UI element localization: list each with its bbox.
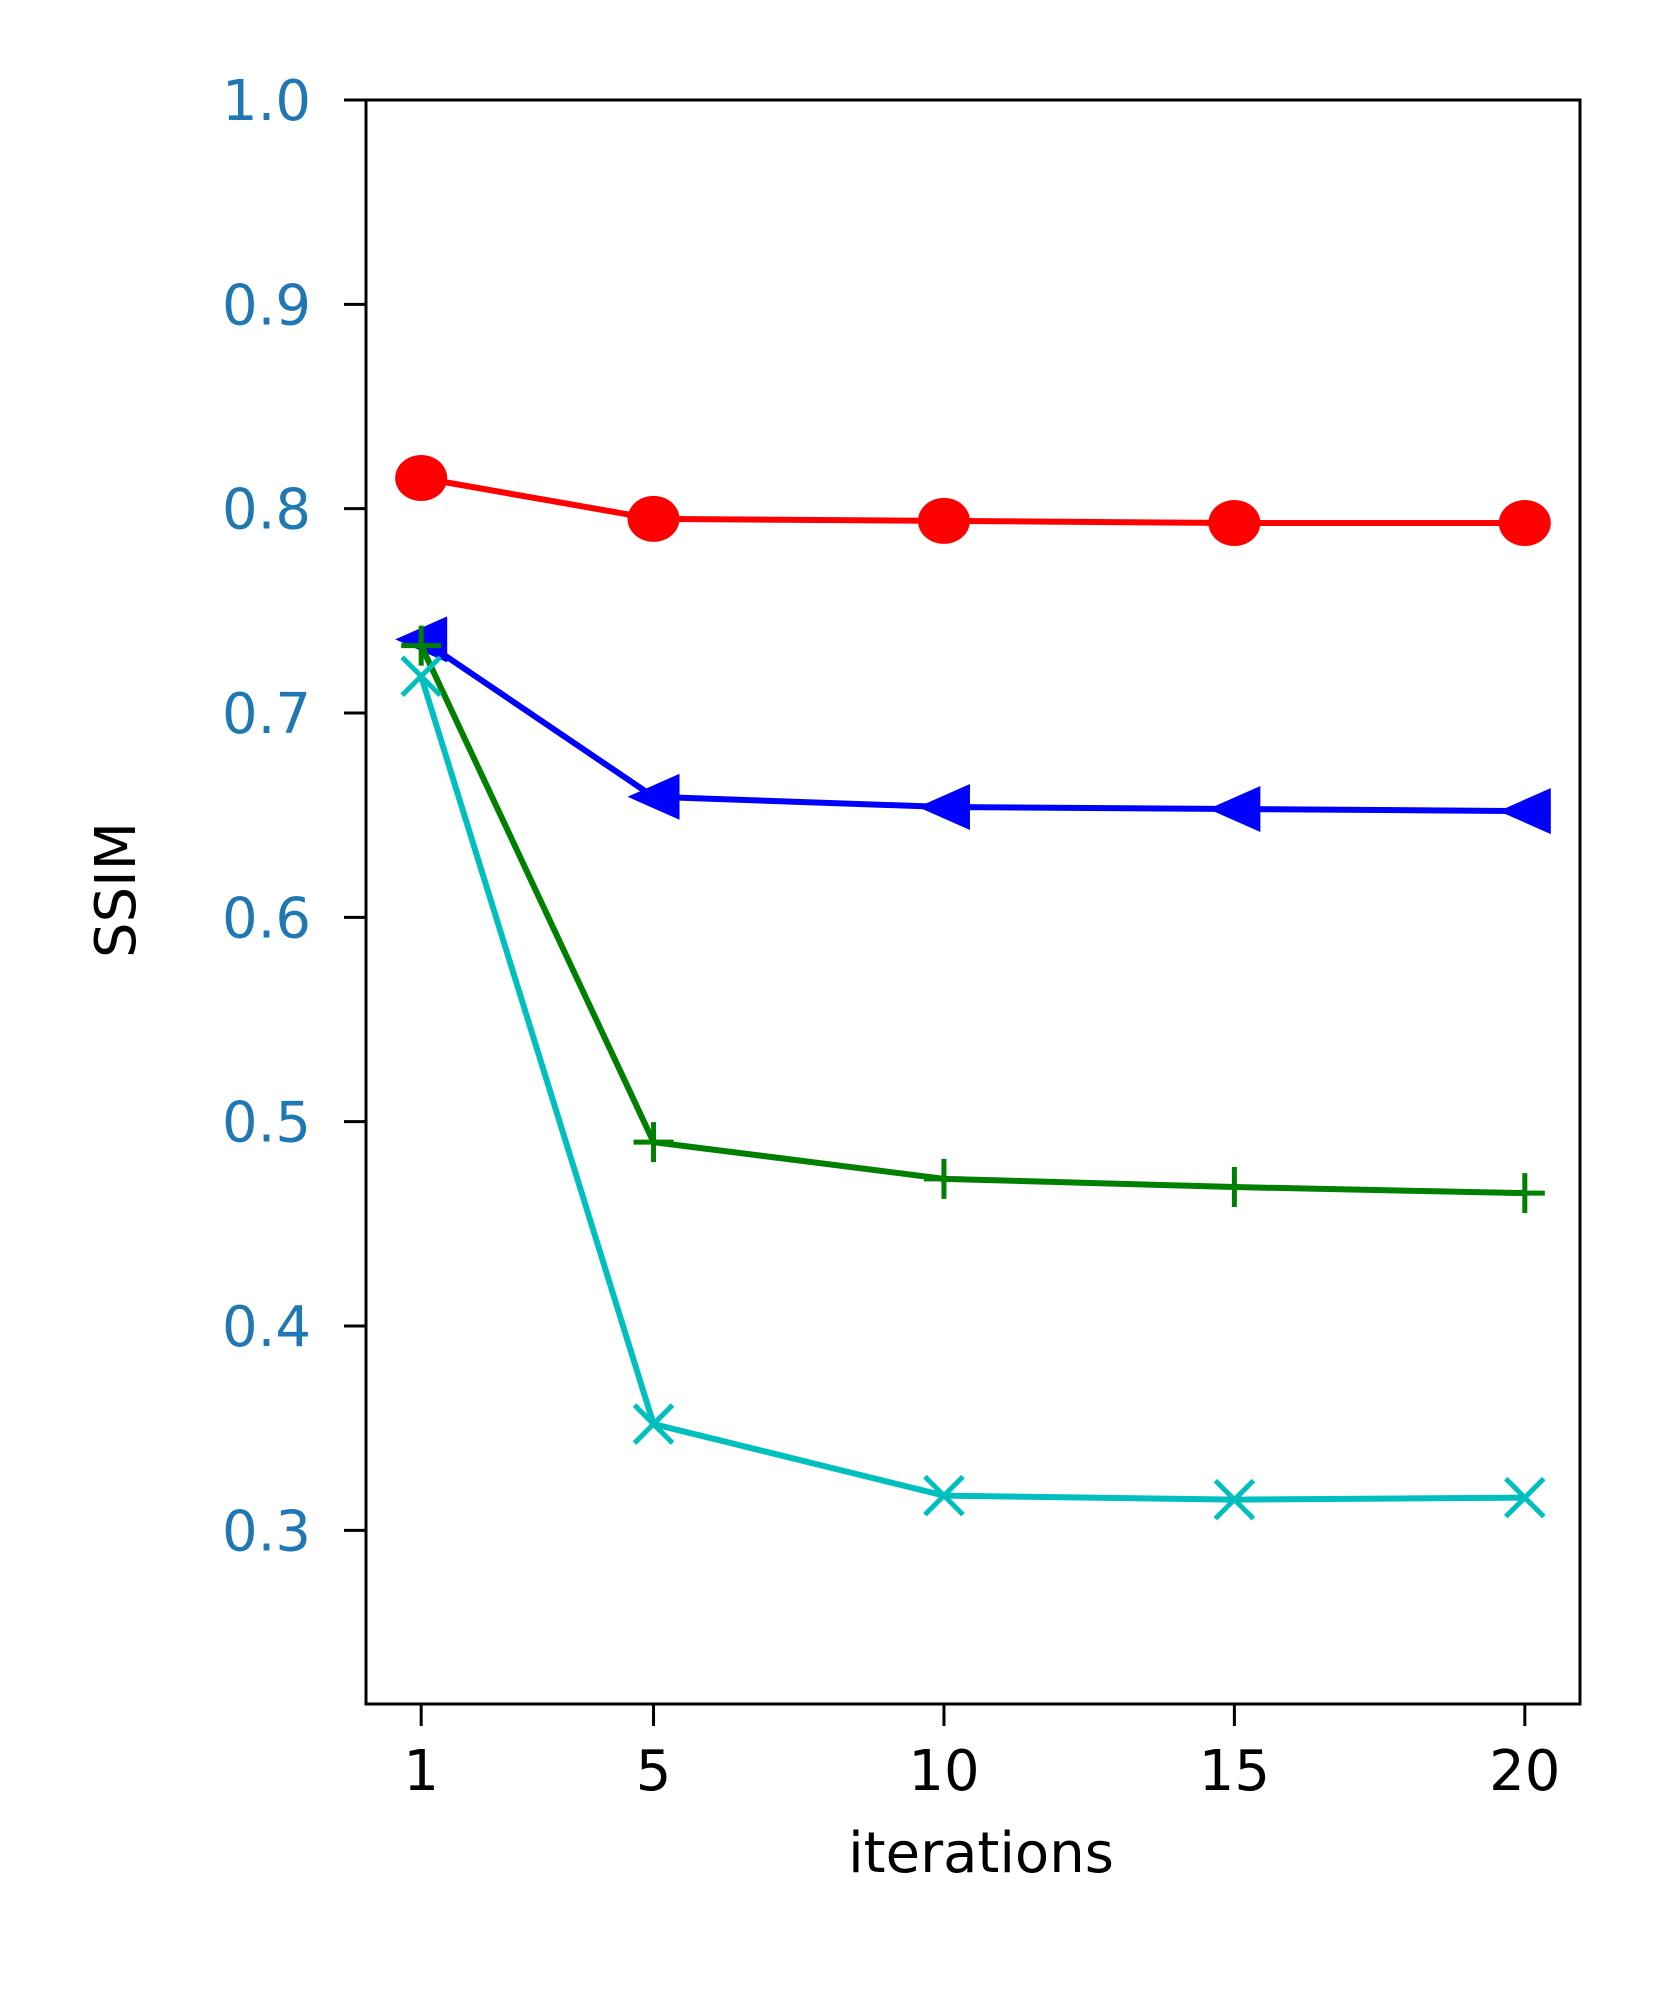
y-tick-label: 0.6 (222, 886, 311, 951)
data-point (1504, 1476, 1546, 1519)
ticks: 0.30.40.50.60.70.80.91.01 5 10 15 20 (222, 69, 1561, 1804)
series-line (418, 644, 1525, 1197)
data-point (1208, 786, 1261, 833)
y-axis-label: SSIM (84, 822, 149, 958)
x-tick-label: 1 (403, 1739, 439, 1804)
data-point (917, 783, 970, 830)
y-tick-label: 0.3 (222, 1499, 311, 1564)
x-tick-label: 15 (1199, 1739, 1270, 1804)
series-1 (395, 616, 1551, 835)
data-point (1504, 1173, 1545, 1214)
y-tick-label: 1.0 (222, 69, 311, 134)
series-3 (400, 655, 1546, 1521)
x-tick-label: 20 (1489, 1739, 1560, 1804)
data-point (1214, 1167, 1255, 1208)
series-line (418, 675, 1525, 1503)
data-point (1208, 499, 1261, 546)
series-line (420, 475, 1525, 526)
y-tick-label: 0.8 (222, 478, 311, 543)
x-axis-label: iterations (848, 1821, 1114, 1886)
data-point (1213, 1478, 1256, 1521)
series-0 (395, 455, 1551, 546)
series-2 (401, 625, 1545, 1214)
data-point (923, 1158, 964, 1199)
data-point (627, 773, 680, 820)
y-tick-label: 0.4 (222, 1295, 311, 1360)
data-point (633, 1122, 674, 1163)
series-line (419, 636, 1525, 815)
y-tick-label: 0.7 (222, 682, 311, 747)
data-point (627, 495, 680, 542)
data-point (395, 455, 448, 502)
series-group (395, 455, 1551, 1521)
y-tick-label: 0.9 (222, 273, 311, 338)
data-point (917, 497, 970, 544)
data-point (400, 655, 442, 697)
plot-frame (364, 98, 1582, 1706)
data-point (632, 1403, 675, 1445)
data-point (401, 625, 442, 666)
y-tick-label: 0.5 (222, 1091, 311, 1156)
x-tick-label: 5 (636, 1739, 672, 1804)
data-point (1498, 499, 1551, 546)
data-point (923, 1474, 965, 1517)
x-tick-label: 10 (908, 1739, 979, 1804)
data-point (1498, 788, 1551, 835)
